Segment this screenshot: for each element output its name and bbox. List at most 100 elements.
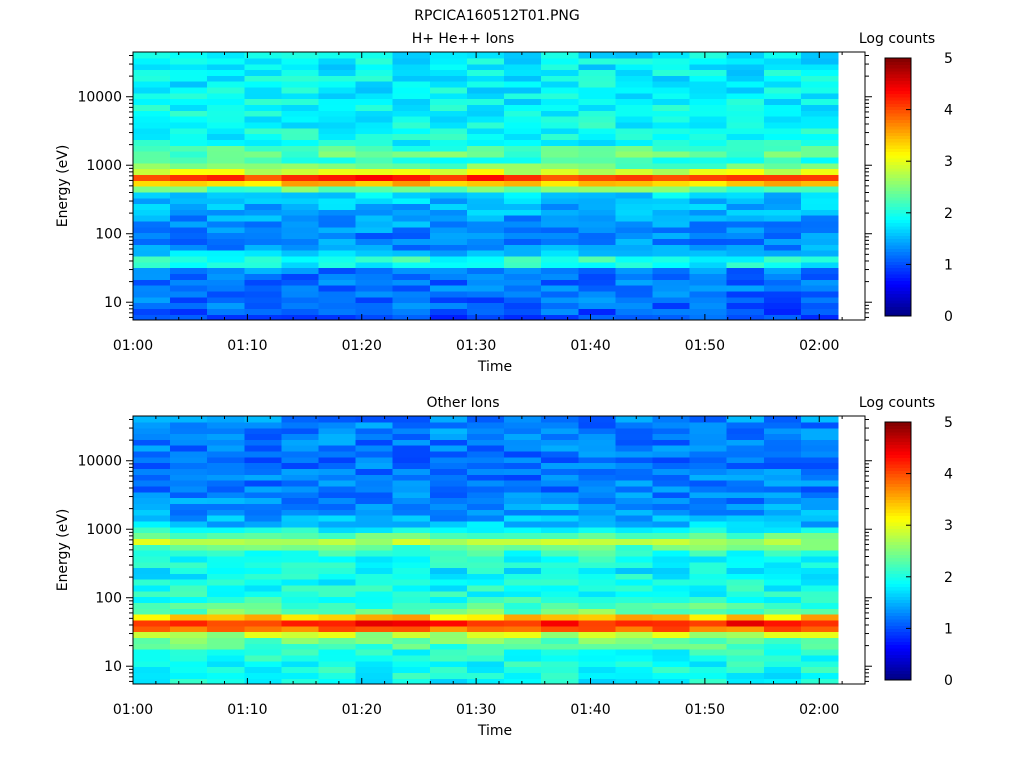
spectrogram-cell — [429, 180, 468, 187]
spectrogram-cell — [689, 590, 728, 598]
spectrogram-cell — [800, 244, 839, 251]
spectrogram-cell — [652, 133, 691, 140]
spectrogram-cell — [615, 520, 654, 528]
colorbar-segment — [885, 650, 911, 655]
spectrogram-cell — [244, 614, 283, 621]
spectrogram-cell — [170, 162, 208, 170]
spectrogram-cell — [615, 532, 654, 539]
spectrogram-cell — [689, 81, 728, 88]
spectrogram-cell — [763, 180, 802, 187]
spectrogram-cell — [281, 285, 320, 292]
colorbar-segment — [885, 560, 911, 565]
spectrogram-cell — [429, 637, 468, 644]
spectrogram-cell — [466, 133, 505, 140]
spectrogram-cell — [652, 637, 691, 644]
colorbar-segment — [885, 583, 911, 588]
spectrogram-cell — [800, 497, 839, 504]
spectrogram-cell — [541, 52, 579, 59]
spectrogram-cell — [763, 98, 802, 106]
spectrogram-cell — [170, 550, 208, 557]
spectrogram-cell — [726, 255, 765, 263]
spectrogram-cell — [392, 561, 431, 569]
spectrogram-cell — [170, 497, 208, 504]
panel-title: Other Ions — [426, 395, 499, 411]
spectrogram-cell — [504, 302, 542, 309]
spectrogram-cell — [800, 302, 839, 309]
spectrogram-cell — [170, 649, 208, 656]
spectrogram-cell — [541, 215, 579, 222]
spectrogram-cell — [244, 544, 283, 551]
spectrogram-cell — [726, 450, 765, 458]
spectrogram-cell — [652, 308, 691, 315]
spectrogram-cell — [541, 244, 579, 251]
spectrogram-cell — [726, 285, 765, 292]
colorbar-segment — [885, 525, 911, 530]
spectrogram-cell — [429, 244, 468, 251]
spectrogram-cell — [689, 308, 728, 315]
colorbar-segment — [885, 157, 911, 162]
spectrogram-cell — [318, 232, 357, 240]
spectrogram-cell — [652, 215, 691, 222]
spectrogram-cell — [763, 439, 802, 446]
y-tick-label: 1000 — [86, 522, 122, 538]
spectrogram-cell — [355, 180, 394, 187]
spectrogram-cell — [504, 637, 542, 644]
spectrogram-cell — [726, 121, 765, 129]
colorbar-segment — [885, 235, 911, 240]
colorbar-segment — [885, 447, 911, 452]
spectrogram-cell — [244, 220, 283, 228]
spectrogram-cell — [615, 509, 654, 516]
spectrogram-cell — [170, 273, 208, 280]
spectrogram-cell — [133, 672, 171, 679]
spectrogram-cell — [244, 538, 283, 545]
spectrogram-cell — [652, 462, 691, 470]
spectrogram-cell — [355, 649, 394, 656]
spectrogram-cell — [133, 244, 171, 251]
colorbar-segment — [885, 170, 911, 175]
spectrogram-cell — [392, 63, 431, 71]
colorbar-segment — [885, 592, 911, 597]
spectrogram-cell — [170, 619, 208, 627]
spectrogram-cell — [541, 250, 579, 257]
spectrogram-cell — [355, 480, 394, 487]
colorbar-segment — [885, 547, 911, 552]
spectrogram-cell — [652, 544, 691, 551]
spectrogram-cell — [170, 290, 208, 298]
spectrogram-cell — [466, 619, 505, 627]
colorbar-frame — [884, 421, 912, 681]
spectrogram-cell — [170, 433, 208, 440]
spectrogram-cell — [726, 538, 765, 545]
colorbar-segment — [885, 473, 911, 478]
spectrogram-cell — [170, 255, 208, 263]
spectrogram-cell — [170, 86, 208, 94]
spectrogram-cell — [392, 250, 431, 257]
spectrogram-cell — [541, 110, 579, 117]
spectrogram-cell — [429, 203, 468, 210]
spectrogram-cell — [652, 121, 691, 129]
spectrogram-cell — [318, 110, 357, 117]
spectrogram-cell — [170, 503, 208, 510]
spectrogram-cell — [615, 279, 654, 286]
spectrogram-cell — [615, 427, 654, 435]
spectrogram-cell — [133, 69, 171, 76]
spectrogram-cell — [800, 515, 839, 522]
spectrogram-cell — [170, 191, 208, 199]
spectrogram-cell — [392, 497, 431, 504]
spectrogram-cell — [726, 244, 765, 251]
spectrogram-cell — [615, 104, 654, 111]
spectrogram-cell — [615, 666, 654, 673]
spectrogram-cell — [244, 302, 283, 309]
spectrogram-cell — [133, 296, 171, 304]
spectrogram-cell — [281, 104, 320, 111]
spectrogram-cell — [318, 608, 357, 615]
spectrogram-cell — [689, 92, 728, 100]
spectrogram-cell — [318, 255, 357, 263]
spectrogram-cell — [763, 261, 802, 269]
spectrogram-cell — [689, 526, 728, 534]
spectrogram-cell — [392, 509, 431, 516]
spectrogram-cell — [800, 637, 839, 644]
spectrogram-cell — [207, 203, 245, 210]
spectrogram-cell — [355, 596, 394, 604]
spectrogram-cell — [689, 232, 728, 240]
